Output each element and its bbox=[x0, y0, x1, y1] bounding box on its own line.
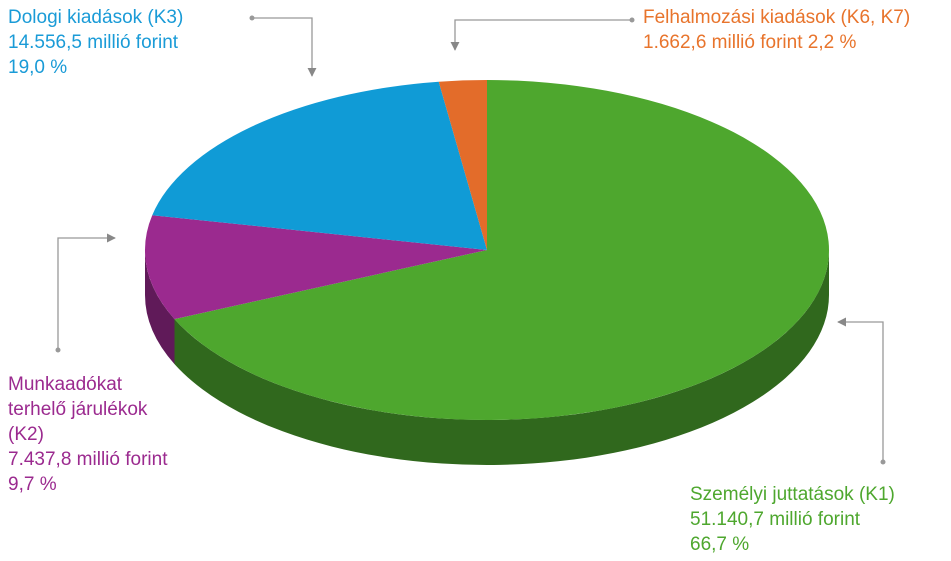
slice bbox=[438, 80, 487, 250]
value-label: 66,7 % bbox=[690, 534, 750, 555]
leader-dot bbox=[249, 15, 255, 21]
leader-dots bbox=[55, 15, 886, 465]
amount-label: 1.662,6 millió forint bbox=[643, 32, 803, 53]
slice-label: Munkaadókat terhelő járulékok (K2) 7.437,… bbox=[8, 372, 183, 497]
slice-label: Felhalmozási kiadások (K6, K7) 1.662,6 mi… bbox=[643, 5, 923, 55]
slice bbox=[174, 80, 829, 420]
category-label: Dologi kiadások (K3) bbox=[8, 7, 184, 28]
leader-dot bbox=[880, 459, 886, 465]
amount-label: 7.437,8 millió forint bbox=[8, 449, 168, 470]
leader-line bbox=[57, 233, 116, 350]
amount-label: 51.140,7 millió forint bbox=[690, 509, 861, 530]
value-label: 19,0 % bbox=[8, 57, 68, 78]
leader-line bbox=[252, 17, 317, 77]
slice bbox=[145, 215, 487, 320]
slice bbox=[152, 81, 487, 250]
category-label: Személyi juttatások (K1) bbox=[690, 484, 895, 505]
category-label: Felhalmozási kiadások (K6, K7) bbox=[643, 7, 911, 28]
slice-label: Dologi kiadások (K3) 14.556,5 millió fori… bbox=[8, 5, 268, 80]
category-label: Munkaadókat terhelő járulékok (K2) bbox=[8, 374, 148, 445]
slice-label: Személyi juttatások (K1) 51.140,7 millió … bbox=[690, 482, 950, 557]
leader-lines bbox=[57, 17, 884, 462]
amount-label: 14.556,5 millió forint bbox=[8, 32, 179, 53]
leader-dot bbox=[629, 17, 635, 23]
slice-side bbox=[174, 250, 829, 465]
value-label: 9,7 % bbox=[8, 474, 57, 495]
leader-line bbox=[837, 317, 884, 462]
leader-dot bbox=[55, 347, 61, 353]
value-label: 2,2 % bbox=[807, 32, 857, 53]
slices bbox=[145, 80, 829, 465]
leader-line bbox=[450, 19, 632, 51]
slice-side bbox=[145, 250, 175, 365]
